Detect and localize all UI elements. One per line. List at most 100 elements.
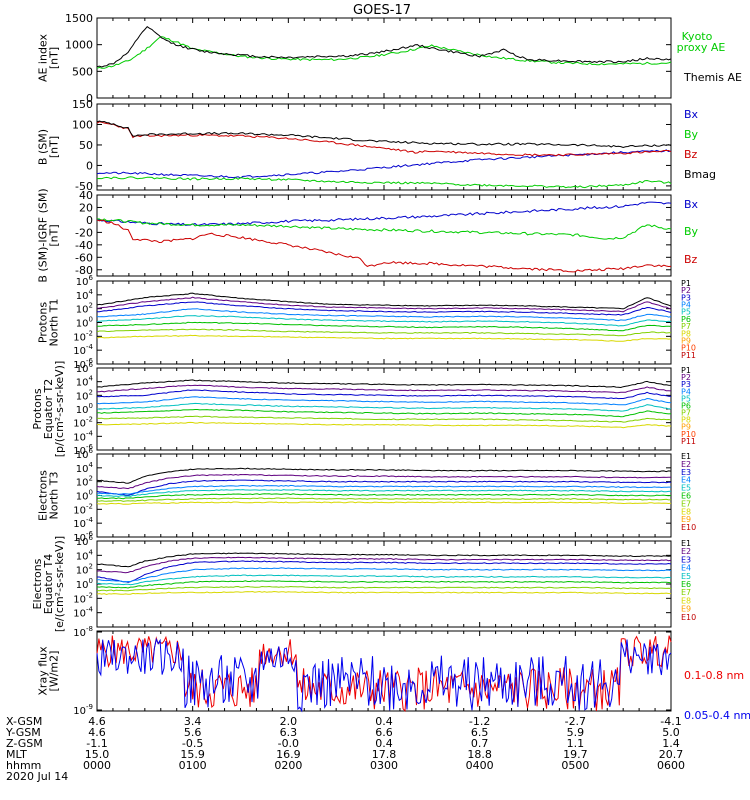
legend-p10: P10 [681, 344, 696, 353]
y-tick-label: 10-2 [73, 416, 93, 430]
footer-mlt-value: 18.8 [467, 748, 492, 761]
y-tick-label: -80 [75, 264, 93, 277]
legend-e1: E1 [681, 539, 691, 548]
y-tick-label: 10-4 [73, 429, 93, 443]
legend-e10: E10 [681, 523, 696, 532]
y-axis-label: AE index [37, 33, 50, 82]
footer-label: MLT [6, 748, 27, 761]
y-axis-label: B (SM) [37, 129, 50, 165]
footer-xgsm-value: -2.7 [565, 715, 586, 728]
flux-series-line [96, 328, 672, 337]
y-axis-label: Protons [37, 302, 50, 343]
flux-series-line [96, 473, 672, 490]
legend-p4: P4 [681, 387, 691, 396]
y-axis-label: Xray flux [37, 646, 50, 696]
footer-ygsm-value: 6.3 [280, 726, 298, 739]
y-tick-label: 0 [86, 92, 93, 105]
footer-ygsm-value: 4.6 [88, 726, 106, 739]
xray-series-line [96, 635, 672, 712]
y-tick-label: 1000 [65, 39, 93, 52]
legend-p4: P4 [681, 301, 691, 310]
flux-series-line [96, 301, 672, 316]
y-tick-label: 10-4 [73, 516, 93, 530]
footer-xgsm-value: 2.0 [280, 715, 298, 728]
y-tick-label: 10-9 [73, 703, 93, 717]
legend-b-by: By [684, 128, 699, 141]
y-tick-label: 500 [72, 65, 93, 78]
footer-zgsm-value: -0.0 [278, 737, 299, 750]
legend-e4: E4 [681, 476, 691, 485]
flux-series-line [96, 384, 672, 394]
footer-label: X-GSM [6, 715, 42, 728]
legend-p3: P3 [681, 293, 691, 302]
y-tick-label: 100 [76, 489, 93, 503]
plot-title: GOES-17 [353, 3, 411, 18]
legend-e7: E7 [681, 499, 691, 508]
flux-series-line [96, 567, 672, 583]
y-tick-label: 50 [79, 139, 93, 152]
panel-frame-e3 [96, 453, 672, 538]
legend-p5: P5 [681, 394, 691, 403]
footer-label: hhmm [6, 759, 41, 772]
legend-bd-bx: Bx [684, 198, 699, 211]
y-tick-label: 100 [76, 402, 93, 416]
y-tick-label: -20 [75, 226, 93, 239]
footer-ygsm-value: 6.5 [471, 726, 489, 739]
footer-label: Y-GSM [5, 726, 41, 739]
y-axis-label: Protons [31, 388, 44, 429]
legend-p11: P11 [681, 437, 696, 446]
y-axis-label: [p/(cm²-s-sr-keV)] [53, 361, 66, 458]
panel-frame-ae [96, 17, 672, 99]
flux-series-line [96, 580, 672, 589]
y-tick-label: 20 [79, 201, 93, 214]
flux-series-line [96, 409, 672, 418]
flux-series-line [96, 590, 672, 596]
footer-zgsm-value: 0.4 [375, 737, 393, 750]
flux-series-line [96, 396, 671, 406]
flux-series-line [96, 402, 672, 412]
legend-p2: P2 [681, 286, 691, 295]
y-axis-label: B (SM)-IGRF (SM) [37, 188, 50, 282]
legend-e6: E6 [681, 492, 691, 501]
y-tick-label: 102 [76, 475, 93, 489]
flux-series-line [96, 556, 672, 574]
legend-e8: E8 [681, 507, 691, 516]
y-tick-label: -40 [75, 239, 93, 252]
y-tick-label: 40 [79, 189, 93, 202]
footer-label: Z-GSM [6, 737, 43, 750]
y-tick-label: 104 [76, 288, 94, 302]
y-tick-label: 150 [72, 98, 93, 111]
legend-p8: P8 [681, 329, 691, 338]
y-tick-label: 106 [76, 534, 94, 548]
footer-ygsm-value: 5.0 [662, 726, 680, 739]
footer-hhmm-value: 0300 [370, 759, 398, 772]
footer-hhmm-value: 0600 [657, 759, 685, 772]
footer-mlt-value: 17.8 [372, 748, 397, 761]
y-tick-label: 104 [76, 375, 94, 389]
legend-e1: E1 [681, 452, 691, 461]
flux-series-line [96, 415, 672, 423]
y-axis-label: Electrons [37, 470, 50, 521]
legend-e3: E3 [681, 468, 691, 477]
y-tick-label: 100 [76, 577, 93, 591]
legend-p6: P6 [681, 401, 691, 410]
flux-series-line [96, 334, 672, 342]
y-tick-label: 0 [86, 214, 93, 227]
b-series-line [96, 120, 672, 149]
b-series-line [96, 121, 672, 157]
y-tick-label: 10-2 [73, 591, 93, 605]
legend-e9: E9 [681, 605, 691, 614]
y-tick-label: 102 [76, 302, 93, 316]
y-axis-label: [nT] [48, 47, 61, 69]
panel-frame-e4 [96, 540, 672, 628]
flux-series-line [96, 497, 672, 502]
y-tick-label: 106 [76, 447, 94, 461]
legend-p5: P5 [681, 308, 691, 317]
y-tick-label: 100 [76, 316, 93, 330]
legend-e10: E10 [681, 613, 696, 622]
flux-series-line [96, 379, 672, 389]
y-axis-label: [nT] [48, 136, 61, 158]
legend-p11: P11 [681, 351, 696, 360]
footer-zgsm-value: 0.7 [471, 737, 489, 750]
footer-hhmm-value: 0100 [179, 759, 207, 772]
